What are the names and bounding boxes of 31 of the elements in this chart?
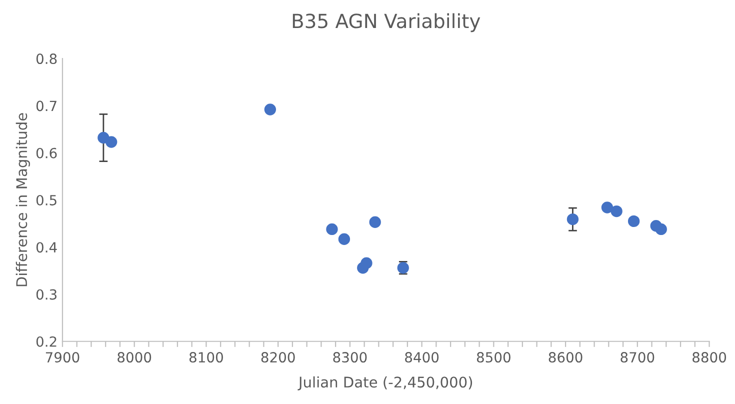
x-tick-label: 8600: [548, 352, 582, 363]
point: [264, 104, 276, 116]
x-tick-label: 8100: [189, 352, 223, 363]
point: [338, 233, 350, 245]
y-tick-label: 0.5: [36, 194, 56, 206]
x-tick-label: 8200: [261, 352, 295, 363]
point: [369, 216, 381, 228]
point: [601, 202, 614, 214]
point: [610, 205, 622, 218]
x-tick-label: 8000: [118, 352, 152, 363]
point: [566, 213, 579, 226]
y-tick-label: 0.3: [36, 289, 56, 300]
x-tick-label: 8400: [405, 352, 439, 363]
x-tick-label: 7900: [46, 352, 80, 363]
x-tick-label: 8700: [620, 352, 654, 363]
point: [326, 223, 338, 236]
point: [360, 257, 372, 269]
y-tick-label: 0.7: [36, 100, 56, 112]
x-tick-label: 8300: [333, 352, 367, 363]
y-tick-label: 0.4: [36, 242, 57, 253]
point: [106, 136, 118, 148]
y-tick-label: 0.6: [36, 148, 57, 158]
x-axis-title: Julian Date (-2,450,000): [298, 376, 472, 390]
y-tick-label: 0.8: [36, 54, 57, 64]
y-tick-label: 0.2: [36, 336, 56, 347]
chart-title: B35 AGN Variability: [292, 13, 480, 32]
point: [628, 215, 640, 228]
x-tick-label: 8500: [476, 352, 510, 363]
point: [655, 223, 667, 236]
x-tick-label: 8800: [692, 352, 726, 363]
y-axis-title: Difference in Magnitude: [16, 113, 30, 286]
